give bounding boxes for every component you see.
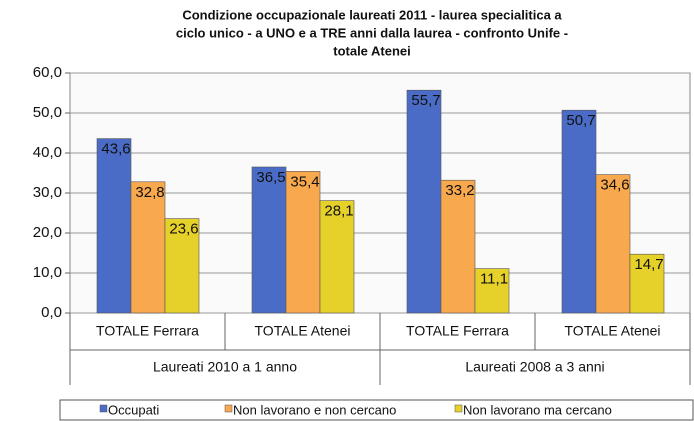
bar	[164, 218, 200, 314]
y-tick-label: 20,0	[33, 224, 62, 241]
bar	[251, 166, 287, 314]
value-label: 14,7	[634, 256, 663, 273]
bar	[130, 181, 166, 314]
bar	[595, 174, 631, 314]
bar	[474, 268, 510, 314]
y-tick-label: 40,0	[33, 144, 62, 161]
value-label: 11,1	[480, 271, 508, 288]
x-tick-label: TOTALE Atenei	[255, 323, 351, 339]
y-tick-label: 60,0	[33, 64, 62, 81]
value-label: 36,5	[256, 169, 285, 186]
bar	[319, 200, 355, 314]
x-tick-label: TOTALE Ferrara	[96, 323, 199, 339]
chart-title: ciclo unico - a UNO e a TRE anni dalla l…	[176, 25, 568, 40]
x-tick-label: TOTALE Ferrara	[406, 323, 509, 339]
value-label: 28,1	[324, 203, 353, 220]
legend-swatch	[99, 404, 108, 413]
legend-swatch	[224, 404, 233, 413]
y-tick-label: 30,0	[33, 184, 62, 201]
bar	[561, 109, 597, 314]
x-tick-label: TOTALE Atenei	[565, 323, 661, 339]
value-label: 43,6	[101, 141, 130, 158]
value-label: 23,6	[169, 221, 198, 238]
group-label: Laureati 2008 a 3 anni	[465, 359, 604, 375]
value-label: 35,4	[290, 173, 319, 190]
value-label: 34,6	[600, 177, 629, 194]
legend-swatch	[454, 404, 463, 413]
bar	[629, 253, 665, 314]
value-label: 32,8	[135, 184, 164, 201]
y-tick-label: 10,0	[33, 264, 62, 281]
legend	[59, 399, 694, 421]
legend-label: Non lavorano ma cercano	[463, 402, 612, 417]
bar	[96, 138, 132, 314]
bar	[285, 171, 321, 314]
bar	[406, 89, 442, 314]
bar	[440, 179, 476, 314]
chart-title: totale Atenei	[333, 43, 411, 58]
y-tick-label: 50,0	[33, 104, 62, 121]
chart-title: Condizione occupazionale laureati 2011 -…	[182, 7, 562, 22]
legend-label: Occupati	[108, 402, 159, 417]
value-label: 50,7	[566, 112, 595, 129]
value-label: 33,2	[445, 182, 474, 199]
legend-label: Non lavorano e non cercano	[233, 402, 396, 417]
y-tick-label: 0,0	[41, 304, 62, 321]
value-label: 55,7	[411, 92, 440, 109]
group-label: Laureati 2010 a 1 anno	[153, 359, 297, 375]
